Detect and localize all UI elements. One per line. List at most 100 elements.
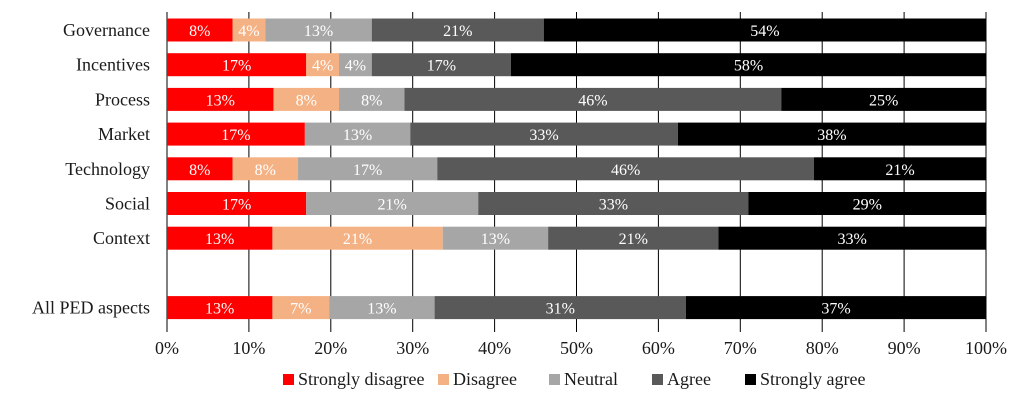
- legend-swatch: [438, 374, 449, 385]
- data-label: 17%: [353, 162, 382, 179]
- data-label: 33%: [838, 231, 867, 248]
- category-label: Incentives: [76, 55, 150, 75]
- data-label: 17%: [222, 197, 251, 214]
- bar-segment: [404, 87, 782, 111]
- bar-segment: [167, 53, 307, 77]
- bar-segment: [273, 87, 339, 111]
- legend-item: Strongly disagree: [283, 369, 424, 389]
- data-label: 31%: [546, 301, 575, 318]
- bar-segment: [306, 192, 479, 215]
- legend-item: Disagree: [438, 369, 517, 389]
- data-label: 21%: [343, 231, 372, 248]
- category-label: Technology: [65, 159, 150, 179]
- legend-label: Strongly disagree: [298, 369, 424, 389]
- legend-swatch: [283, 374, 294, 385]
- data-label: 46%: [578, 92, 607, 109]
- bar-segment: [510, 53, 986, 77]
- bar-segment: [814, 157, 986, 181]
- bar-segment: [167, 296, 273, 320]
- legend-label: Neutral: [564, 369, 618, 389]
- bar-segment: [167, 122, 305, 146]
- x-axis-ticks: 0% 10% 20% 30% 40% 50% 60% 70% 80% 90% 100%: [155, 338, 1007, 358]
- bar-segment: [371, 18, 544, 42]
- data-label: 17%: [427, 58, 456, 75]
- category-label: Social: [105, 194, 150, 214]
- bar-segment: [329, 296, 435, 320]
- bar-segment: [548, 226, 719, 250]
- x-tick-label: 80%: [806, 338, 839, 358]
- category-labels: Governance Incentives Process Market Technol…: [32, 20, 150, 318]
- data-label: 8%: [255, 162, 276, 179]
- data-label: 29%: [853, 197, 882, 214]
- bar-segment: [272, 296, 330, 320]
- category-label: Context: [93, 228, 150, 248]
- x-tick-label: 70%: [724, 338, 757, 358]
- data-label: 33%: [599, 197, 628, 214]
- data-label: 13%: [343, 127, 372, 144]
- data-label: 17%: [221, 127, 250, 144]
- bar-segment: [232, 157, 299, 181]
- data-label: 13%: [205, 301, 234, 318]
- data-label: 13%: [206, 92, 235, 109]
- category-label: Market: [98, 124, 150, 144]
- x-tick-label: 100%: [965, 338, 1007, 358]
- legend-swatch: [652, 374, 663, 385]
- data-label: 8%: [361, 92, 382, 109]
- bar-segment: [434, 296, 686, 320]
- bar-segment: [442, 226, 549, 250]
- data-label: 7%: [290, 301, 311, 318]
- data-label: 25%: [869, 92, 898, 109]
- bar-segment: [304, 122, 411, 146]
- bar-segment: [167, 87, 274, 111]
- x-tick-label: 60%: [642, 338, 675, 358]
- bar-segment: [338, 53, 372, 77]
- data-label: 33%: [529, 127, 558, 144]
- data-label: 4%: [312, 58, 333, 75]
- bar-segment: [437, 157, 815, 181]
- legend-label: Disagree: [453, 369, 517, 389]
- bar-segment: [718, 226, 986, 250]
- data-label: 13%: [367, 301, 396, 318]
- data-label: 21%: [378, 197, 407, 214]
- bar-segment: [748, 192, 986, 215]
- x-tick-label: 40%: [478, 338, 511, 358]
- x-tick-label: 90%: [888, 338, 921, 358]
- bar-segment: [677, 122, 986, 146]
- legend-label: Strongly agree: [760, 369, 865, 389]
- data-label: 13%: [481, 231, 510, 248]
- data-label: 8%: [296, 92, 317, 109]
- bar-segment: [265, 18, 372, 42]
- legend-label: Agree: [667, 369, 711, 389]
- bar-segment: [232, 18, 266, 42]
- bar-segment: [167, 226, 273, 250]
- data-label: 17%: [222, 58, 251, 75]
- bar-segment: [781, 87, 986, 111]
- bar-segment: [338, 87, 405, 111]
- x-tick-label: 10%: [232, 338, 265, 358]
- bar-segment: [306, 53, 339, 77]
- data-label: 13%: [304, 23, 333, 40]
- data-label: 58%: [734, 58, 763, 75]
- data-label: 4%: [238, 23, 259, 40]
- x-tick-label: 0%: [155, 338, 179, 358]
- data-label: 21%: [443, 23, 472, 40]
- bar-segment: [371, 53, 511, 77]
- category-label: All PED aspects: [32, 298, 150, 318]
- x-tick-label: 20%: [314, 338, 347, 358]
- bar-segment: [685, 296, 986, 320]
- bars-layer: 8% 4% 13% 21% 54% 17% 4% 4% 17% 58% 13% 8% 8% 46% 25% 1…: [167, 18, 986, 320]
- legend: Strongly disagree Disagree Neutral Agree Str…: [283, 369, 865, 389]
- data-label: 8%: [189, 162, 210, 179]
- bar-segment: [167, 18, 233, 42]
- bar-segment: [543, 18, 986, 42]
- legend-item: Neutral: [549, 369, 618, 389]
- data-label: 38%: [817, 127, 846, 144]
- legend-swatch: [549, 374, 560, 385]
- data-label: 54%: [750, 23, 779, 40]
- legend-item: Strongly agree: [745, 369, 865, 389]
- x-tick-label: 30%: [396, 338, 429, 358]
- data-label: 37%: [821, 301, 850, 318]
- bar-segment: [167, 157, 233, 181]
- legend-swatch: [745, 374, 756, 385]
